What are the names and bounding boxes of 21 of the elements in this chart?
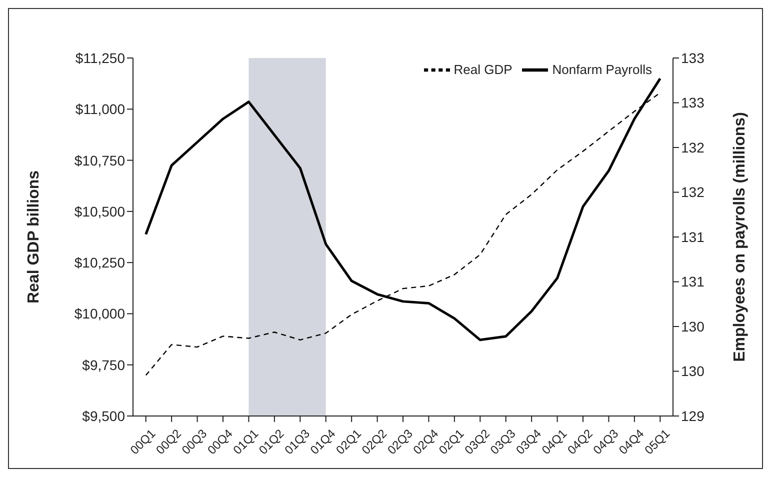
- y2-tick-label: 130: [681, 318, 705, 334]
- y2-tick-label: 133: [681, 94, 705, 111]
- y2-tick-label: 131: [681, 228, 705, 245]
- y-tick-label: $10,750: [74, 152, 126, 168]
- y2-tick-label: 130: [681, 363, 705, 380]
- y-axis-title: Real GDP billions: [26, 170, 43, 304]
- y2-tick-label: 129: [681, 408, 705, 424]
- y-tick-label: $9,500: [82, 408, 126, 424]
- legend-label: Nonfarm Payrolls: [552, 62, 652, 78]
- y-tick-label: $9,750: [82, 356, 126, 373]
- y-tick-label: $10,000: [74, 306, 126, 322]
- y-tick-label: $10,500: [74, 203, 126, 220]
- y2-tick-label: 131: [681, 274, 705, 290]
- y-tick-label: $11,250: [75, 50, 126, 66]
- legend-label: Real GDP: [454, 62, 512, 78]
- y2-tick-label: 132: [681, 184, 705, 200]
- y-tick-label: $10,250: [74, 254, 126, 271]
- y2-tick-label: 132: [681, 139, 705, 156]
- y2-tick-label: 133: [681, 50, 705, 66]
- y2-axis-title: Employees on payrolls (millions): [732, 112, 749, 362]
- y-tick-label: $11,000: [75, 101, 126, 118]
